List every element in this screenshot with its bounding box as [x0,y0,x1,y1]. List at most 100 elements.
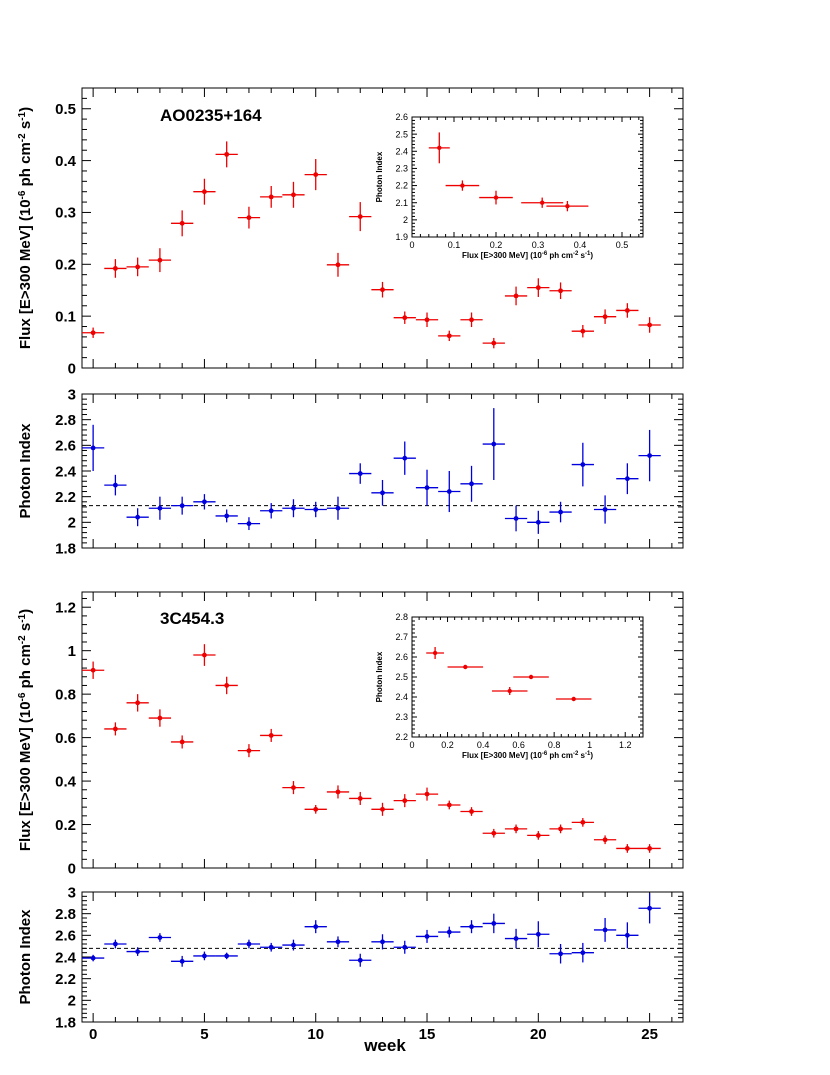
data-point [193,644,216,666]
marker [357,214,363,219]
y-tick-label: 1.2 [55,599,76,616]
marker [624,932,630,938]
marker [446,333,452,339]
x-tick-label: 1 [587,740,592,750]
marker [202,652,207,658]
data-point [549,824,572,834]
y-axis-label: Flux [E>300 MeV] (10-6 ph cm-2 s-1) [17,107,35,349]
data-point [504,505,528,532]
data-point [326,252,350,277]
data-point [549,944,572,964]
y-tick-label: 2 [403,215,408,225]
inset-x-axis-label: Flux [E>300 MeV] (10-6 ph cm-2 s-1) [462,251,593,260]
data-point [326,936,350,948]
marker [624,846,630,851]
marker [647,453,653,458]
y-tick-label: 2.6 [395,652,408,662]
x-tick-label: 0.1 [448,240,461,250]
marker [580,819,586,825]
data-point [460,807,483,816]
marker [268,508,274,514]
marker [246,215,252,221]
data-point [393,794,416,808]
y-tick-label: 2.3 [395,164,408,174]
data-point [491,687,528,695]
marker [402,455,408,461]
marker [647,846,653,851]
data-point [171,735,194,749]
data-point [260,728,283,742]
marker [157,935,163,940]
y-tick-label: 0.1 [55,308,76,325]
x-axis-label: week [363,1036,406,1055]
marker [469,317,474,323]
data-point [237,206,261,229]
y-tick-label: 2.6 [395,112,408,122]
data-point [304,159,327,191]
data-point [193,178,216,205]
x-tick-label: 0.3 [532,240,545,250]
marker [528,674,534,680]
marker [335,505,341,511]
data-point [571,324,594,338]
data-point [171,955,194,967]
data-point [460,920,483,934]
marker [135,514,141,520]
marker [90,445,96,451]
y-tick-label: 2.8 [55,412,76,429]
x-tick-label: 0.4 [477,740,490,750]
marker [357,957,363,963]
marker [224,151,230,157]
marker [647,905,653,911]
marker [558,951,563,957]
y-tick-label: 0.4 [55,153,77,170]
marker [469,924,474,930]
y-tick-label: 0 [68,360,76,377]
y-tick-label: 0.3 [55,205,76,222]
data-point [482,828,505,838]
data-point [504,928,528,949]
marker [380,939,385,945]
data-point [260,503,283,519]
marker [313,806,319,812]
data-point [260,942,283,952]
data-point [593,918,617,942]
data-point [126,257,149,277]
data-point [148,248,172,273]
marker [112,941,118,947]
marker [112,482,118,488]
data-point [393,441,416,475]
data-point [193,951,216,961]
marker [647,322,653,328]
plot-frame [81,891,684,1023]
x-tick-label: 15 [419,1026,436,1043]
data-point [326,496,350,520]
data-point [482,408,505,480]
marker [580,328,586,334]
y-tick-label: 2.2 [395,732,408,742]
marker [179,220,185,226]
data-point [555,696,592,702]
data-point [415,787,439,801]
marker [291,785,296,790]
y-tick-label: 0.4 [55,773,77,790]
x-tick-label: 0.6 [512,740,525,750]
marker [135,264,141,270]
x-tick-label: 0 [89,1026,97,1043]
x-tick-label: 1.2 [619,740,632,750]
marker [565,203,570,209]
data-point [638,844,661,853]
marker [224,683,230,688]
marker [446,489,452,494]
marker [602,927,608,933]
data-point [527,831,550,840]
data-point [371,479,394,506]
data-point [349,791,372,805]
marker [540,200,545,205]
y-tick-label: 2.5 [395,672,408,682]
marker [432,650,438,656]
y-tick-label: 2.8 [395,612,408,622]
data-point [445,180,480,191]
y-tick-label: 2.5 [395,129,408,139]
data-point [638,317,661,333]
